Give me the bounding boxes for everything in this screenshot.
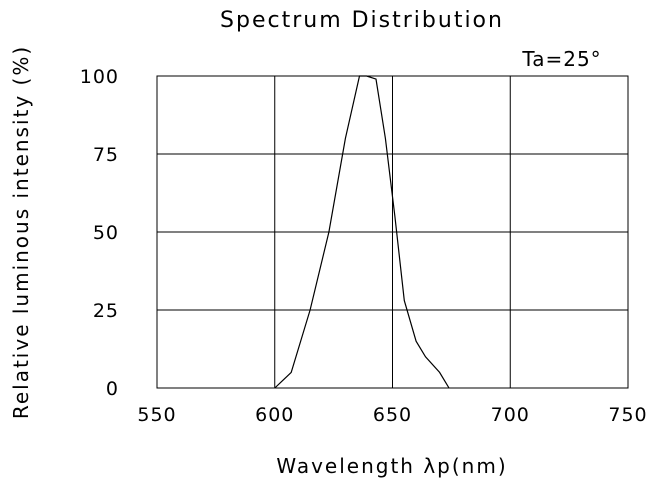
y-tick-label: 25 bbox=[93, 300, 119, 322]
x-tick-label: 750 bbox=[608, 404, 647, 426]
y-tick-label: 100 bbox=[80, 66, 119, 88]
y-tick-label: 0 bbox=[106, 378, 119, 400]
x-tick-label: 650 bbox=[373, 404, 412, 426]
tick-labels: 550 600 650 700 750 0 25 50 75 100 bbox=[80, 66, 648, 426]
y-tick-label: 50 bbox=[93, 222, 119, 244]
y-tick-label: 75 bbox=[93, 144, 119, 166]
x-tick-label: 700 bbox=[491, 404, 530, 426]
y-axis-label: Relative luminous intensity (%) bbox=[9, 45, 33, 419]
temperature-note: Ta=25° bbox=[521, 47, 601, 71]
x-axis-label: Wavelength λp(nm) bbox=[276, 454, 507, 478]
chart-title: Spectrum Distribution bbox=[220, 8, 504, 33]
x-tick-label: 550 bbox=[137, 404, 176, 426]
x-tick-label: 600 bbox=[255, 404, 294, 426]
grid-lines bbox=[157, 76, 628, 388]
